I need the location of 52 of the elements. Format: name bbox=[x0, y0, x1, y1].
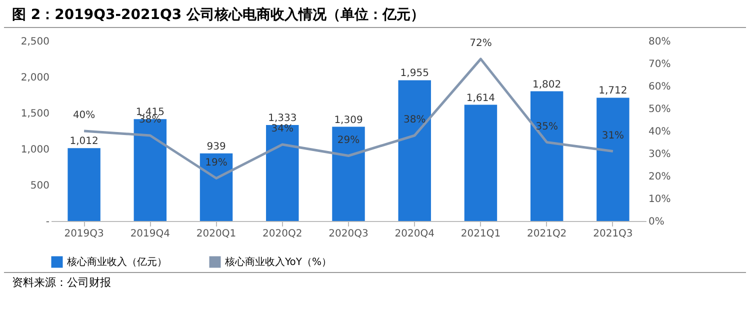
y-tick-label: 1,500 bbox=[20, 108, 50, 120]
data-label: 31% bbox=[602, 130, 624, 142]
bar bbox=[398, 80, 431, 221]
data-label: 1,955 bbox=[400, 68, 429, 80]
bar bbox=[266, 125, 299, 221]
x-tick-label: 2020Q2 bbox=[262, 228, 302, 240]
y2-tick-label: 0% bbox=[648, 216, 664, 228]
legend-label: 核心商业收入（亿元） bbox=[66, 256, 167, 268]
bar bbox=[200, 153, 233, 221]
data-label: 29% bbox=[337, 134, 360, 146]
x-tick-label: 2020Q3 bbox=[328, 228, 368, 240]
data-label: 1,614 bbox=[466, 92, 496, 104]
y2-tick-label: 40% bbox=[648, 126, 671, 138]
y2-tick-label: 50% bbox=[648, 104, 671, 115]
data-label: 19% bbox=[205, 157, 228, 168]
data-label: 34% bbox=[271, 124, 294, 134]
data-label: 38% bbox=[403, 114, 426, 126]
y2-tick-label: 70% bbox=[648, 59, 671, 70]
bar bbox=[332, 126, 365, 221]
y2-tick-label: 60% bbox=[648, 82, 671, 92]
bar bbox=[530, 91, 564, 221]
y-tick-label: 2,000 bbox=[20, 72, 50, 84]
legend-label: 核心商业收入YoY（%） bbox=[224, 256, 332, 268]
x-tick-label: 2021Q1 bbox=[460, 228, 501, 240]
y2-tick-label: 80% bbox=[648, 36, 671, 48]
data-label: 1,712 bbox=[598, 86, 628, 97]
x-tick-label: 2019Q4 bbox=[130, 228, 170, 240]
data-label: 1,309 bbox=[334, 114, 363, 126]
x-tick-label: 2020Q4 bbox=[394, 228, 434, 240]
data-label: 1,333 bbox=[268, 113, 297, 124]
bar bbox=[464, 104, 498, 221]
y2-tick-label: 10% bbox=[648, 194, 671, 205]
y2-tick-label: 20% bbox=[648, 172, 671, 182]
x-tick-label: 2019Q3 bbox=[64, 228, 104, 240]
data-label: 35% bbox=[536, 121, 558, 132]
text: 资料来源：公司财报 bbox=[4, 272, 746, 292]
data-label: 1,802 bbox=[532, 79, 562, 90]
x-tick-label: 2021Q2 bbox=[526, 228, 567, 240]
y2-tick-label: 30% bbox=[648, 149, 671, 160]
data-label: 939 bbox=[206, 141, 226, 152]
y-tick-label: 500 bbox=[30, 180, 50, 192]
data-label: 40% bbox=[72, 110, 96, 121]
x-tick-label: 2021Q3 bbox=[593, 228, 633, 240]
data-label: 72% bbox=[470, 38, 492, 49]
chart-title: 图 2：2019Q3-2021Q3 公司核心电商收入情况（单位：亿元） bbox=[4, 0, 746, 28]
y-tick-label: - bbox=[46, 216, 50, 228]
data-label: 1,012 bbox=[70, 136, 98, 148]
x-tick-label: 2020Q1 bbox=[196, 228, 236, 240]
y-tick-label: 1,000 bbox=[20, 144, 50, 156]
y-tick-label: 2,500 bbox=[20, 36, 50, 48]
bar bbox=[596, 98, 630, 221]
bar bbox=[68, 148, 100, 221]
